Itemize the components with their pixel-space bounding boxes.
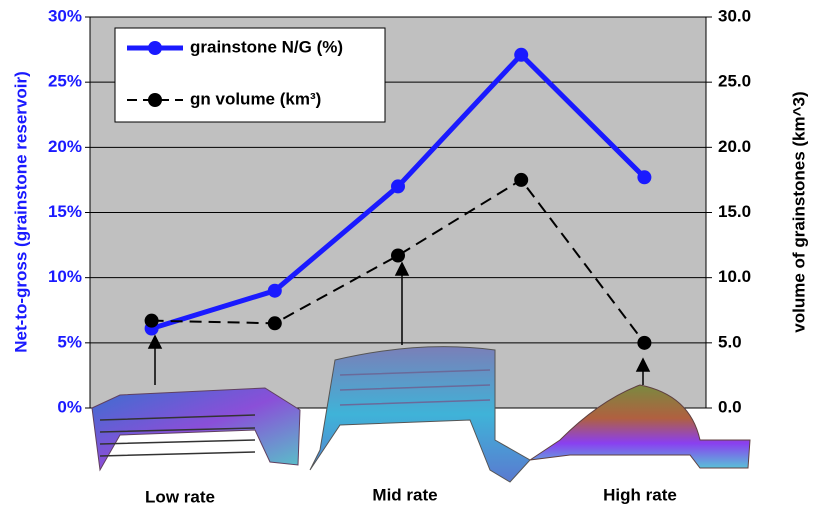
- y-tick-label: 25%: [48, 72, 82, 91]
- legend-label: gn volume (km³): [190, 89, 321, 108]
- chart: 0% 5% 10% 15% 20% 25% 30% 0.0 5.0 10.0 15.0 20.0 25.…: [0, 0, 822, 518]
- model-image: [92, 388, 300, 470]
- y2-tick-label: 10.0: [718, 267, 751, 286]
- y-tick-label: 0%: [57, 397, 82, 416]
- y2-tick-label: 20.0: [718, 137, 751, 156]
- y-tick-label: 10%: [48, 267, 82, 286]
- legend-marker: [148, 41, 162, 55]
- point: [637, 336, 651, 350]
- y2-tick-label: 5.0: [718, 332, 742, 351]
- annotation: Mid rate: [372, 485, 437, 504]
- y2-tick-label: 25.0: [718, 72, 751, 91]
- y2-tick-label: 30.0: [718, 6, 751, 25]
- point: [391, 179, 405, 193]
- point: [391, 249, 405, 263]
- legend-label: grainstone N/G (%): [190, 37, 343, 56]
- point: [268, 316, 282, 330]
- y2-tick-label: 15.0: [718, 202, 751, 221]
- y-tick-label: 15%: [48, 202, 82, 221]
- legend-marker: [148, 93, 162, 107]
- y-axis-label: Net-to-gross (grainstone reservoir): [11, 71, 30, 353]
- y2-tick-label: 0.0: [718, 397, 742, 416]
- point: [514, 173, 528, 187]
- y-tick-label: 20%: [48, 137, 82, 156]
- y2-axis-label: volume of grainstones (km^3): [789, 91, 808, 332]
- point: [268, 284, 282, 298]
- annotation: High rate: [603, 485, 677, 504]
- point: [637, 170, 651, 184]
- y-tick-label: 30%: [48, 6, 82, 25]
- y-tick-label: 5%: [57, 332, 82, 351]
- point: [514, 48, 528, 62]
- annotation: Low rate: [145, 487, 215, 506]
- point: [145, 314, 159, 328]
